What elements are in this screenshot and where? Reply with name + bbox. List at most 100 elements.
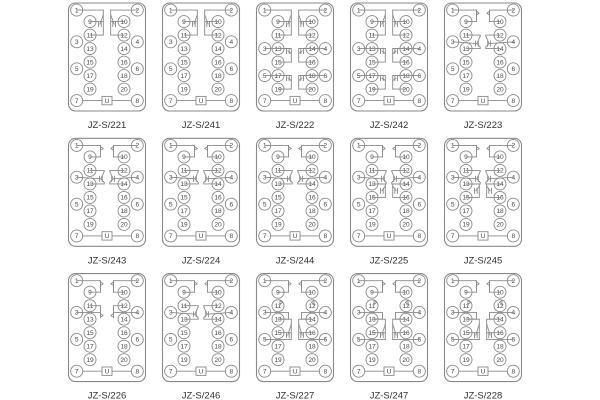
svg-text:3: 3 xyxy=(169,310,173,317)
svg-text:9: 9 xyxy=(276,19,280,26)
svg-text:14: 14 xyxy=(402,46,410,53)
svg-text:18: 18 xyxy=(496,344,504,351)
svg-text:1: 1 xyxy=(75,143,79,150)
svg-text:6: 6 xyxy=(323,73,327,80)
svg-text:U: U xyxy=(199,369,204,376)
svg-text:17: 17 xyxy=(274,344,282,351)
svg-text:9: 9 xyxy=(88,19,92,26)
svg-text:15: 15 xyxy=(180,195,188,202)
svg-text:11: 11 xyxy=(369,168,376,175)
svg-text:2: 2 xyxy=(229,278,233,285)
svg-text:16: 16 xyxy=(402,59,410,66)
svg-text:10: 10 xyxy=(496,19,504,26)
svg-text:U: U xyxy=(481,98,486,105)
svg-text:12: 12 xyxy=(402,32,410,39)
svg-text:1: 1 xyxy=(75,7,79,14)
svg-text:3: 3 xyxy=(451,39,455,46)
svg-text:14: 14 xyxy=(214,181,222,188)
svg-text:11: 11 xyxy=(463,168,470,175)
svg-text:1: 1 xyxy=(451,143,455,150)
svg-text:17: 17 xyxy=(86,73,94,80)
svg-text:12: 12 xyxy=(120,32,128,39)
svg-text:JZ-S/226: JZ-S/226 xyxy=(88,391,127,400)
svg-text:5: 5 xyxy=(451,201,455,208)
svg-text:9: 9 xyxy=(276,154,280,161)
svg-text:8: 8 xyxy=(417,233,421,240)
svg-text:2: 2 xyxy=(323,143,327,150)
svg-text:10: 10 xyxy=(214,19,222,26)
svg-text:5: 5 xyxy=(169,66,173,73)
svg-text:7: 7 xyxy=(169,233,173,240)
svg-text:15: 15 xyxy=(274,330,282,337)
svg-text:5: 5 xyxy=(357,73,361,80)
svg-text:14: 14 xyxy=(308,317,316,324)
svg-text:8: 8 xyxy=(417,369,421,376)
svg-text:14: 14 xyxy=(402,181,410,188)
svg-text:9: 9 xyxy=(182,19,186,26)
svg-text:5: 5 xyxy=(263,337,267,344)
svg-text:14: 14 xyxy=(308,46,316,53)
svg-text:8: 8 xyxy=(229,233,233,240)
svg-text:18: 18 xyxy=(120,208,128,215)
svg-text:1: 1 xyxy=(263,7,267,14)
svg-text:U: U xyxy=(387,233,392,240)
svg-text:2: 2 xyxy=(323,7,327,14)
svg-text:JZ-S/228: JZ-S/228 xyxy=(464,391,503,400)
svg-text:7: 7 xyxy=(263,98,267,105)
svg-text:17: 17 xyxy=(86,208,94,215)
svg-text:JZ-S/225: JZ-S/225 xyxy=(370,255,409,266)
svg-text:10: 10 xyxy=(496,290,504,297)
svg-text:10: 10 xyxy=(214,154,222,161)
svg-text:3: 3 xyxy=(169,39,173,46)
svg-text:10: 10 xyxy=(402,154,410,161)
svg-text:17: 17 xyxy=(180,344,188,351)
svg-text:20: 20 xyxy=(308,357,316,364)
svg-text:1: 1 xyxy=(357,143,361,150)
svg-text:7: 7 xyxy=(263,233,267,240)
svg-text:7: 7 xyxy=(169,369,173,376)
svg-text:9: 9 xyxy=(182,154,186,161)
svg-text:9: 9 xyxy=(464,19,468,26)
svg-text:6: 6 xyxy=(135,337,139,344)
svg-text:6: 6 xyxy=(417,73,421,80)
svg-text:3: 3 xyxy=(263,310,267,317)
svg-text:20: 20 xyxy=(214,357,222,364)
svg-text:20: 20 xyxy=(214,86,222,93)
svg-text:8: 8 xyxy=(135,98,139,105)
svg-text:16: 16 xyxy=(308,330,316,337)
svg-text:19: 19 xyxy=(274,86,282,93)
svg-text:U: U xyxy=(387,98,392,105)
svg-text:19: 19 xyxy=(368,357,376,364)
svg-text:1: 1 xyxy=(357,7,361,14)
svg-text:15: 15 xyxy=(462,59,470,66)
svg-text:17: 17 xyxy=(180,73,188,80)
svg-text:12: 12 xyxy=(496,168,504,175)
svg-text:15: 15 xyxy=(86,330,94,337)
svg-text:U: U xyxy=(293,233,298,240)
svg-text:JZ-S/244: JZ-S/244 xyxy=(276,255,315,266)
svg-text:5: 5 xyxy=(451,337,455,344)
svg-text:10: 10 xyxy=(214,290,222,297)
svg-text:10: 10 xyxy=(308,19,316,26)
svg-text:10: 10 xyxy=(308,290,316,297)
svg-text:4: 4 xyxy=(323,310,327,317)
svg-text:12: 12 xyxy=(214,303,222,310)
svg-text:13: 13 xyxy=(180,181,188,188)
svg-text:15: 15 xyxy=(462,330,470,337)
svg-text:16: 16 xyxy=(214,330,222,337)
svg-text:2: 2 xyxy=(135,143,139,150)
svg-text:11: 11 xyxy=(181,168,188,175)
svg-text:4: 4 xyxy=(135,310,139,317)
svg-text:8: 8 xyxy=(323,98,327,105)
svg-text:17: 17 xyxy=(274,208,282,215)
svg-text:1: 1 xyxy=(263,143,267,150)
svg-text:U: U xyxy=(105,233,110,240)
svg-text:U: U xyxy=(481,369,486,376)
svg-text:19: 19 xyxy=(86,357,94,364)
svg-text:16: 16 xyxy=(496,330,504,337)
svg-text:6: 6 xyxy=(323,201,327,208)
svg-text:U: U xyxy=(199,98,204,105)
svg-text:9: 9 xyxy=(88,290,92,297)
svg-text:18: 18 xyxy=(496,73,504,80)
svg-text:20: 20 xyxy=(120,86,128,93)
